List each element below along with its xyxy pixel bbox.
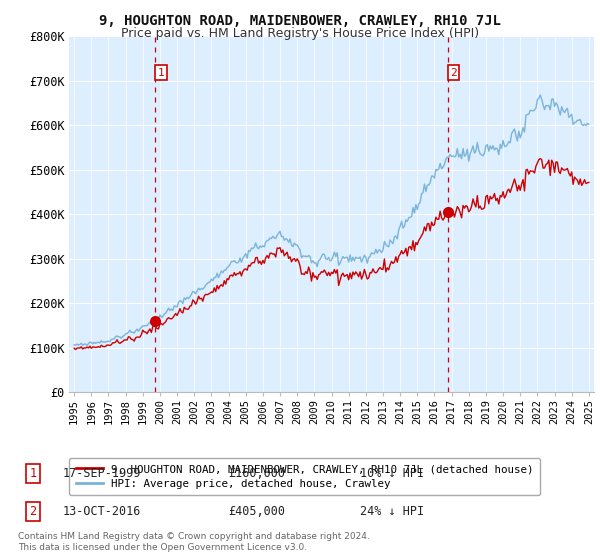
Text: 2: 2 [451, 68, 457, 77]
Text: £160,000: £160,000 [228, 466, 285, 480]
Text: 10% ↓ HPI: 10% ↓ HPI [360, 466, 424, 480]
Text: 24% ↓ HPI: 24% ↓ HPI [360, 505, 424, 518]
Legend: 9, HOUGHTON ROAD, MAIDENBOWER, CRAWLEY, RH10 7JL (detached house), HPI: Average : 9, HOUGHTON ROAD, MAIDENBOWER, CRAWLEY, … [69, 458, 541, 495]
Text: 1: 1 [29, 466, 37, 480]
Text: 13-OCT-2016: 13-OCT-2016 [63, 505, 142, 518]
Text: 9, HOUGHTON ROAD, MAIDENBOWER, CRAWLEY, RH10 7JL: 9, HOUGHTON ROAD, MAIDENBOWER, CRAWLEY, … [99, 14, 501, 28]
Text: 1: 1 [158, 68, 164, 77]
Text: £405,000: £405,000 [228, 505, 285, 518]
Text: Price paid vs. HM Land Registry's House Price Index (HPI): Price paid vs. HM Land Registry's House … [121, 27, 479, 40]
Text: Contains HM Land Registry data © Crown copyright and database right 2024.
This d: Contains HM Land Registry data © Crown c… [18, 532, 370, 552]
Text: 2: 2 [29, 505, 37, 518]
Text: 17-SEP-1999: 17-SEP-1999 [63, 466, 142, 480]
